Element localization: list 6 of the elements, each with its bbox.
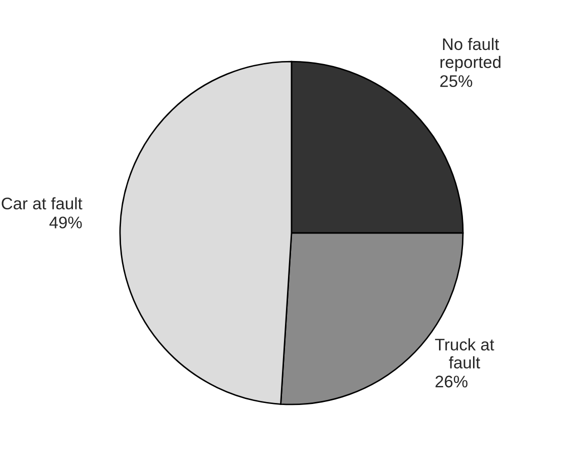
slice-label: No fault reported bbox=[440, 38, 500, 72]
data-label: 25% bbox=[440, 75, 472, 88]
data-label: 49% bbox=[49, 216, 82, 228]
slice-label: Car at fault bbox=[2, 197, 82, 210]
slice-label: Truck at fault bbox=[435, 338, 494, 368]
data-label: 26% bbox=[436, 376, 468, 388]
